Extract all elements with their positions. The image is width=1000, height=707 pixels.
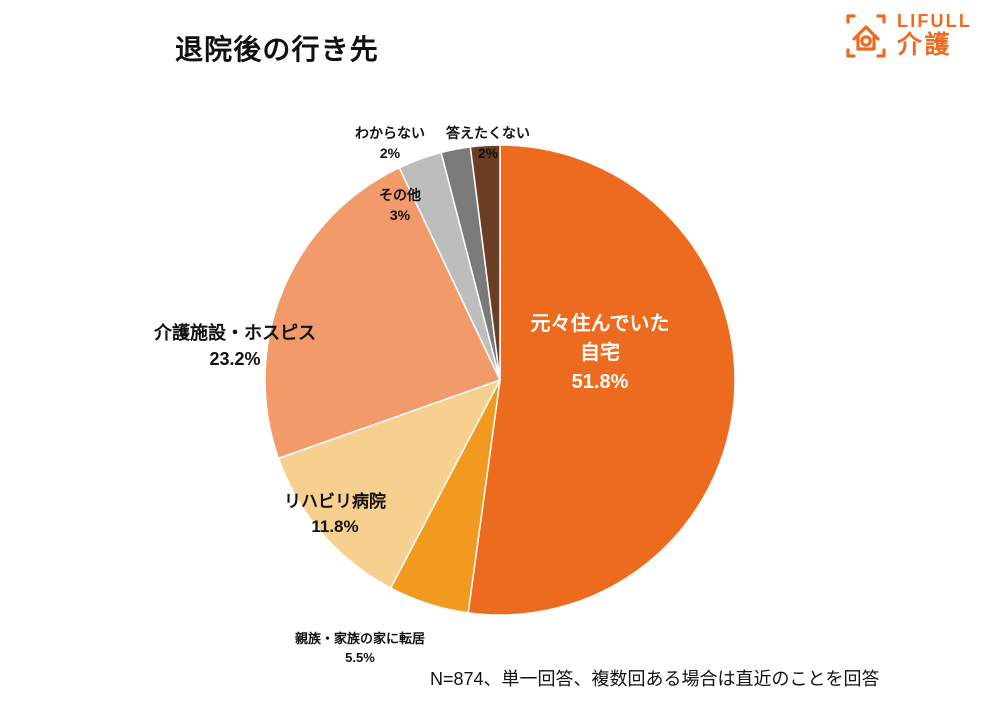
label-family-line-1: 5.5% [295, 649, 425, 668]
label-other: その他3% [379, 185, 421, 226]
label-other-line-0: その他 [379, 185, 421, 205]
label-noanswer-line-0: 答えたくない [446, 123, 530, 143]
label-rehab-line-1: 11.8% [284, 515, 386, 540]
label-home-line-2: 51.8% [531, 368, 670, 397]
label-care: 介護施設・ホスピス23.2% [154, 320, 316, 372]
label-home-line-1: 自宅 [531, 339, 670, 368]
label-dontknow-line-0: わからない [355, 123, 425, 143]
label-care-line-0: 介護施設・ホスピス [154, 320, 316, 346]
label-rehab-line-0: リハビリ病院 [284, 490, 386, 515]
label-noanswer-line-1: 2% [446, 143, 530, 163]
label-home: 元々住んでいた自宅51.8% [531, 310, 670, 397]
label-family: 親族・家族の家に転居5.5% [295, 630, 425, 668]
footnote: N=874、単一回答、複数回ある場合は直近のことを回答 [430, 665, 880, 691]
label-care-line-1: 23.2% [154, 346, 316, 372]
label-family-line-0: 親族・家族の家に転居 [295, 630, 425, 649]
label-home-line-0: 元々住んでいた [531, 310, 670, 339]
pie-chart [0, 0, 1000, 707]
label-other-line-1: 3% [379, 205, 421, 225]
label-dontknow-line-1: 2% [355, 143, 425, 163]
label-rehab: リハビリ病院11.8% [284, 490, 386, 539]
label-dontknow: わからない2% [355, 123, 425, 164]
label-noanswer: 答えたくない2% [446, 123, 530, 164]
